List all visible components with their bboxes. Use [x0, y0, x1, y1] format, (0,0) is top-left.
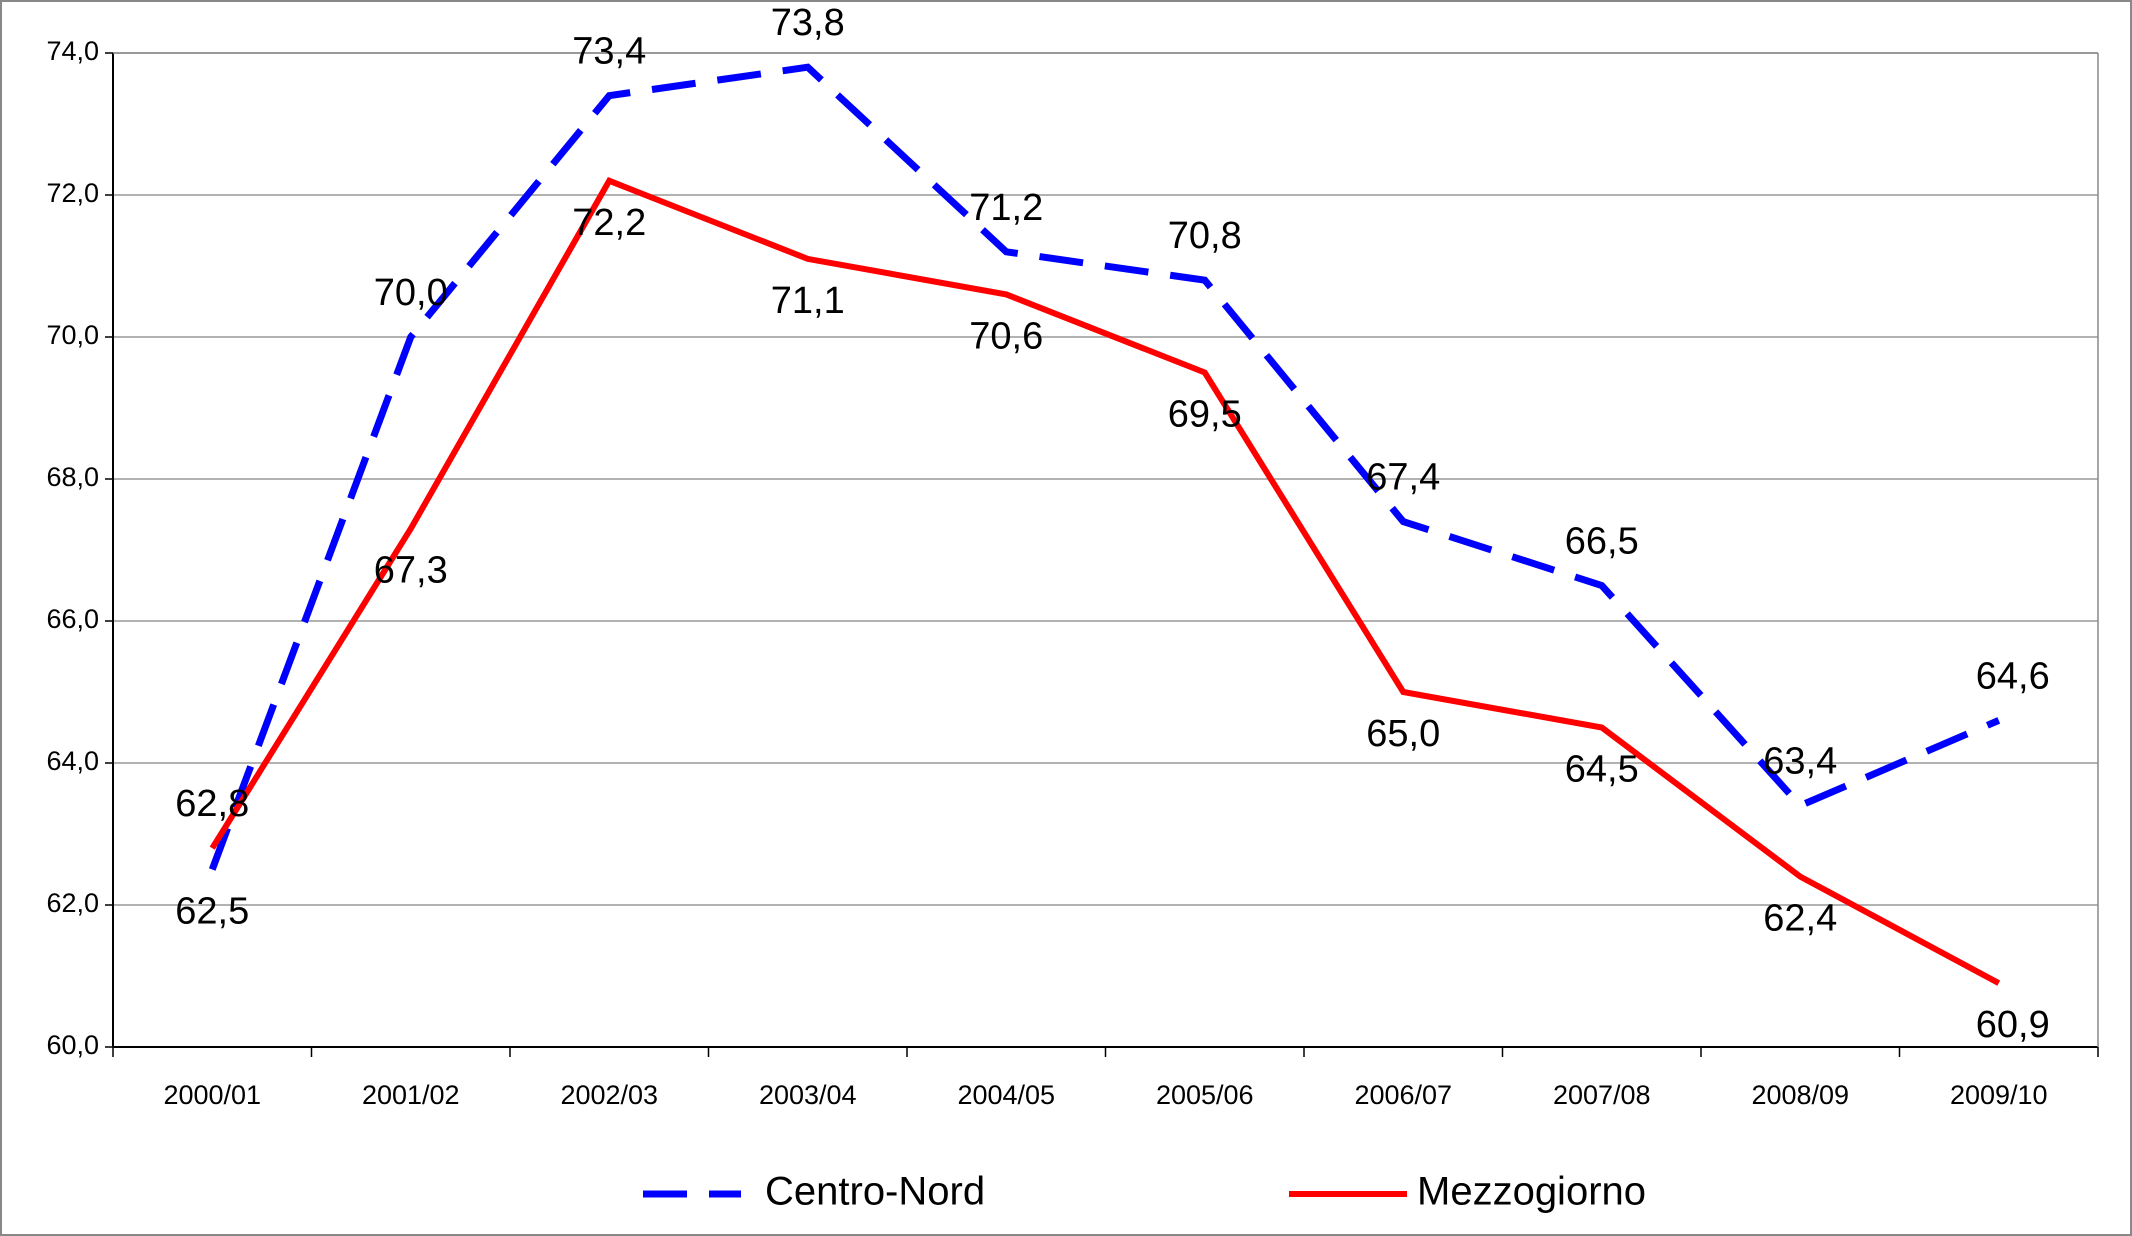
value-label: 62,5 — [175, 891, 249, 933]
y-tick-label: 62,0 — [46, 888, 99, 918]
value-label: 69,5 — [1168, 394, 1242, 436]
data-line — [208, 63, 2001, 871]
x-tick-label: 2003/04 — [759, 1080, 857, 1110]
value-label: 72,2 — [572, 202, 646, 244]
x-tick-label: 2007/08 — [1553, 1080, 1651, 1110]
x-tick-label: 2009/10 — [1950, 1080, 2048, 1110]
legend-label: Mezzogiorno — [1417, 1170, 1646, 1214]
x-tick-label: 2006/07 — [1354, 1080, 1452, 1110]
data-line — [209, 177, 2001, 986]
value-label: 62,8 — [175, 783, 249, 825]
value-label: 71,2 — [969, 187, 1043, 229]
value-label: 73,4 — [572, 31, 646, 73]
value-label: 70,8 — [1168, 215, 1242, 257]
y-tick-label: 64,0 — [46, 746, 99, 776]
x-tick-label: 2008/09 — [1751, 1080, 1849, 1110]
value-label: 66,5 — [1565, 521, 1639, 563]
value-label: 62,4 — [1763, 898, 1837, 940]
value-label: 63,4 — [1763, 741, 1837, 783]
y-tick-label: 72,0 — [46, 178, 99, 208]
y-tick-label: 70,0 — [46, 320, 99, 350]
value-label: 67,4 — [1366, 457, 1440, 499]
value-label: 60,9 — [1976, 1004, 2050, 1046]
value-label: 70,6 — [969, 315, 1043, 357]
value-label: 64,5 — [1565, 749, 1639, 791]
value-label: 73,8 — [771, 2, 845, 44]
x-tick-label: 2000/01 — [163, 1080, 261, 1110]
y-tick-label: 60,0 — [46, 1030, 99, 1060]
x-tick-label: 2004/05 — [957, 1080, 1055, 1110]
legend-label: Centro-Nord — [765, 1170, 985, 1214]
y-tick-label: 74,0 — [46, 36, 99, 66]
x-tick-label: 2005/06 — [1156, 1080, 1254, 1110]
value-label: 71,1 — [771, 280, 845, 322]
x-tick-label: 2001/02 — [362, 1080, 460, 1110]
value-label: 70,0 — [374, 272, 448, 314]
y-tick-label: 66,0 — [46, 604, 99, 634]
value-label: 64,6 — [1976, 655, 2050, 697]
x-tick-label: 2002/03 — [560, 1080, 658, 1110]
value-label: 65,0 — [1366, 713, 1440, 755]
y-tick-label: 68,0 — [46, 462, 99, 492]
value-label: 67,3 — [374, 550, 448, 592]
